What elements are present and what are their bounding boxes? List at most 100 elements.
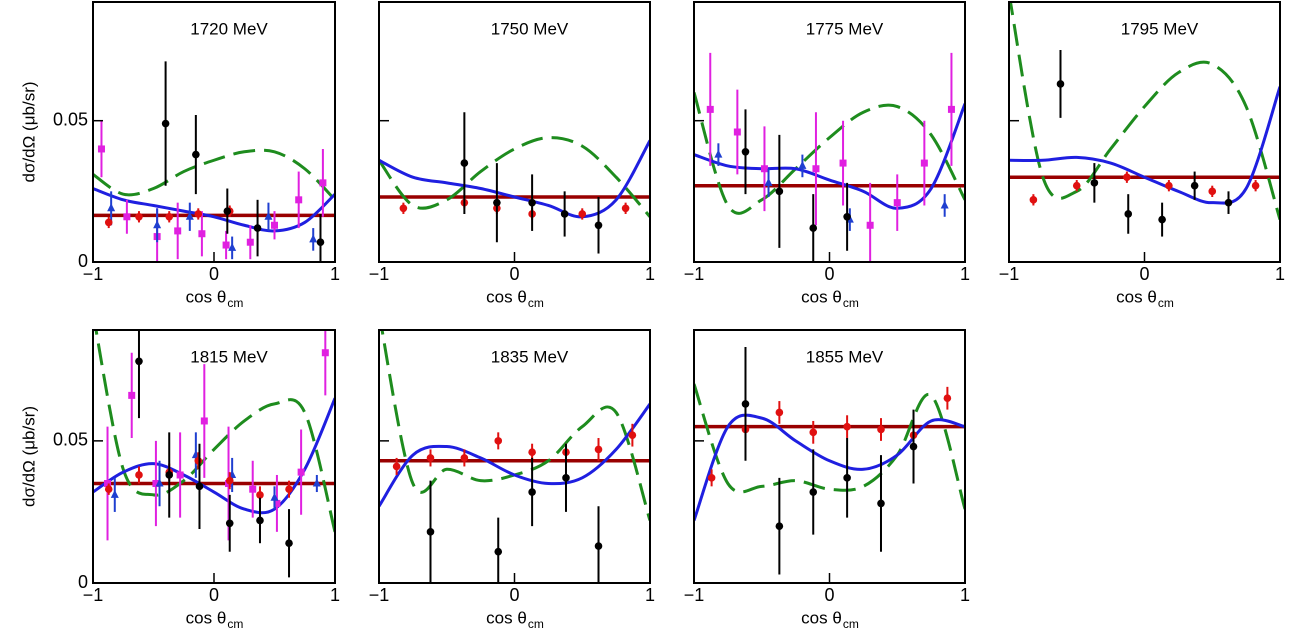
data-point bbox=[706, 105, 714, 113]
data-point bbox=[225, 476, 234, 485]
data-point bbox=[741, 400, 750, 408]
x-tick-label: 1 bbox=[960, 585, 970, 605]
data-point bbox=[1123, 173, 1131, 182]
data-point bbox=[399, 204, 408, 213]
plot-frame bbox=[92, 329, 336, 584]
data-point bbox=[104, 480, 112, 488]
data-point bbox=[185, 211, 194, 220]
data-point bbox=[253, 224, 262, 232]
data-point bbox=[225, 519, 234, 528]
data-point bbox=[775, 522, 784, 530]
panel: −1 0 1 1750 MeV cos θ cm bbox=[369, 1, 655, 310]
data-point bbox=[110, 489, 119, 498]
data-point bbox=[264, 211, 273, 220]
data-point bbox=[560, 210, 569, 218]
model-curve bbox=[379, 139, 650, 219]
data-point bbox=[270, 492, 279, 501]
data-point bbox=[594, 445, 603, 454]
x-tick-label: −1 bbox=[999, 264, 1020, 284]
data-point bbox=[198, 230, 206, 238]
model-curve bbox=[380, 330, 650, 521]
data-point bbox=[866, 221, 874, 229]
data-point bbox=[528, 488, 536, 496]
data-point bbox=[97, 145, 105, 153]
data-point bbox=[843, 422, 851, 431]
model-curve bbox=[694, 92, 965, 215]
data-point bbox=[1208, 187, 1217, 196]
data-point bbox=[809, 488, 818, 496]
data-point bbox=[312, 478, 321, 487]
data-point bbox=[1124, 210, 1133, 218]
x-tick-label: 0 bbox=[509, 264, 519, 284]
data-point bbox=[839, 159, 847, 167]
data-point bbox=[733, 128, 741, 136]
plot-area bbox=[1009, 2, 1280, 237]
data-point bbox=[594, 221, 603, 230]
x-tick-label: 0 bbox=[824, 264, 834, 284]
data-point bbox=[628, 431, 637, 439]
data-point bbox=[920, 159, 928, 167]
data-point bbox=[1090, 179, 1099, 187]
panel-title: 1815 MeV bbox=[190, 347, 268, 366]
data-point bbox=[256, 491, 264, 499]
data-point bbox=[460, 159, 469, 167]
data-point bbox=[940, 200, 949, 209]
x-tick-label: −1 bbox=[369, 585, 390, 605]
x-tick-label: 1 bbox=[330, 264, 340, 284]
data-point bbox=[893, 199, 901, 207]
plot-area bbox=[379, 112, 650, 254]
plot-area bbox=[379, 330, 650, 583]
data-point bbox=[528, 198, 536, 207]
data-point bbox=[155, 478, 164, 487]
data-point bbox=[273, 499, 281, 507]
x-axis-label-sub: cm bbox=[227, 617, 243, 631]
data-point bbox=[249, 485, 257, 493]
data-point bbox=[165, 471, 174, 479]
data-point bbox=[285, 539, 293, 548]
data-point bbox=[228, 242, 237, 251]
model-curve bbox=[694, 103, 965, 210]
data-point bbox=[1029, 196, 1038, 204]
x-tick-label: −1 bbox=[83, 264, 104, 284]
data-point bbox=[707, 474, 716, 482]
data-point bbox=[1251, 181, 1260, 190]
model-curve bbox=[379, 136, 650, 218]
y-axis-label: dσ/dΩ (μb/sr) bbox=[19, 406, 38, 507]
data-point bbox=[764, 177, 773, 186]
data-point bbox=[128, 391, 136, 399]
panel-title: 1775 MeV bbox=[806, 19, 884, 38]
panel-title: 1835 MeV bbox=[491, 347, 569, 366]
data-point bbox=[798, 160, 807, 169]
x-tick-label: 1 bbox=[645, 585, 655, 605]
data-point bbox=[104, 218, 113, 227]
x-axis-label: cos θ bbox=[486, 287, 527, 306]
x-tick-label: 0 bbox=[209, 264, 219, 284]
y-tick-label: 0.05 bbox=[53, 109, 88, 129]
data-point bbox=[528, 448, 536, 457]
y-tick-label: 0 bbox=[78, 572, 88, 592]
model-curve bbox=[694, 413, 965, 521]
x-tick-label: 0 bbox=[209, 585, 219, 605]
panel-title: 1750 MeV bbox=[491, 19, 569, 38]
data-point bbox=[194, 210, 203, 218]
data-point bbox=[843, 474, 851, 482]
model-curve bbox=[379, 403, 650, 508]
data-point bbox=[165, 212, 174, 221]
data-point bbox=[775, 408, 784, 417]
data-point bbox=[943, 394, 952, 403]
plot-frame bbox=[1008, 1, 1281, 263]
data-point bbox=[194, 456, 203, 465]
data-point bbox=[135, 471, 143, 479]
data-point bbox=[809, 224, 818, 232]
data-point bbox=[877, 425, 885, 434]
x-axis-label: cos θ bbox=[801, 608, 842, 627]
data-point bbox=[426, 454, 435, 462]
data-point bbox=[223, 207, 232, 215]
data-point bbox=[494, 437, 503, 445]
data-point bbox=[297, 468, 305, 476]
plot-frame bbox=[693, 329, 966, 584]
panel: −1 0 1 1795 MeV cos θ cm bbox=[999, 1, 1285, 310]
x-tick-label: 1 bbox=[330, 585, 340, 605]
